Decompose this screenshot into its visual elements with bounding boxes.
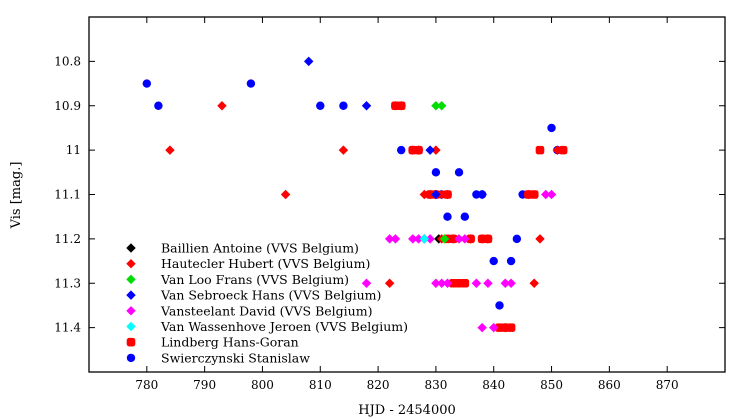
legend-marker [126, 337, 136, 347]
data-point [384, 278, 395, 288]
data-point [419, 234, 430, 244]
legend-entry: Vansteelant David (VVS Belgium) [126, 303, 372, 318]
data-point [454, 168, 464, 177]
data-point [495, 301, 504, 310]
data-point [460, 278, 470, 288]
legend-label: Lindberg Hans-Goran [161, 335, 299, 350]
x-tick-label: 830 [424, 378, 447, 392]
legend-marker [126, 243, 136, 253]
data-point [361, 278, 372, 288]
data-point [316, 101, 325, 110]
data-point [471, 278, 482, 288]
x-tick-label: 870 [656, 378, 679, 392]
x-tick-label: 790 [193, 378, 216, 392]
legend-entry: Lindberg Hans-Goran [126, 335, 299, 350]
data-point [439, 234, 450, 244]
data-point [338, 145, 349, 155]
y-tick-label: 11.1 [54, 188, 81, 202]
y-tick-label: 11.4 [54, 321, 81, 335]
data-point [512, 234, 522, 244]
data-points [142, 56, 568, 333]
x-axis-title: HJD - 2454000 [358, 403, 456, 418]
data-point [165, 145, 175, 155]
x-tick-label: 800 [251, 378, 274, 392]
y-tick-label: 10.8 [54, 54, 81, 68]
x-tick-label: 810 [309, 378, 332, 392]
legend-label: Baillien Antoine (VVS Belgium) [161, 241, 359, 256]
data-point [506, 278, 516, 288]
data-point [339, 101, 348, 110]
y-tick-label: 10.9 [54, 99, 81, 113]
y-axis-title: Vis [mag.] [9, 162, 24, 230]
data-point [477, 322, 487, 333]
legend: Baillien Antoine (VVS Belgium)Hautecler … [126, 241, 408, 365]
data-point [523, 189, 534, 200]
data-point [397, 145, 406, 155]
data-point [489, 256, 498, 266]
x-tick-label: 860 [598, 378, 621, 392]
data-point [361, 101, 372, 111]
data-point [535, 234, 545, 244]
data-point [217, 101, 227, 111]
data-point [529, 278, 539, 288]
data-point [552, 145, 563, 155]
legend-label: Van Loo Frans (VVS Belgium) [160, 272, 349, 287]
legend-marker [126, 274, 136, 285]
legend-entry: Swierczynski Stanislaw [126, 350, 310, 365]
x-tick-label: 820 [367, 378, 390, 392]
data-point [390, 234, 401, 244]
data-point [396, 101, 406, 111]
data-point [442, 189, 453, 200]
legend-label: Van Wassenhove Jeroen (VVS Belgium) [160, 319, 408, 334]
data-point [431, 168, 441, 177]
legend-marker [126, 306, 136, 316]
data-point [535, 145, 545, 155]
legend-label: Hautecler Hubert (VVS Belgium) [161, 256, 370, 271]
data-point [280, 189, 291, 200]
legend-marker [126, 321, 136, 332]
legend-entry: Hautecler Hubert (VVS Belgium) [126, 256, 370, 271]
data-point [460, 212, 470, 221]
data-point [477, 189, 487, 200]
y-tick-label: 11.3 [54, 276, 81, 290]
legend-label: Swierczynski Stanislaw [161, 350, 310, 365]
data-point [425, 145, 435, 155]
legend-marker [126, 290, 136, 300]
legend-label: Van Sebroeck Hans (VVS Belgium) [160, 288, 381, 303]
data-point [413, 145, 424, 155]
data-point [460, 234, 470, 244]
legend-entry: Van Loo Frans (VVS Belgium) [126, 272, 349, 287]
data-point [154, 101, 163, 110]
y-tick-label: 11.2 [54, 232, 81, 246]
y-tick-label: 11 [66, 143, 81, 157]
axis-ticks: 780 790 800 810 820 830 840 850 860 870 10.8 10.9 11… [54, 17, 725, 392]
data-point [436, 101, 447, 111]
legend-label: Vansteelant David (VVS Belgium) [160, 303, 372, 318]
legend-marker [126, 353, 136, 363]
data-point [547, 123, 556, 133]
x-tick-label: 780 [135, 378, 158, 392]
legend-marker [126, 258, 136, 269]
legend-entry: Van Wassenhove Jeroen (VVS Belgium) [126, 319, 408, 334]
data-point [489, 322, 499, 333]
x-tick-label: 850 [540, 378, 563, 392]
data-point [303, 56, 314, 67]
data-point [546, 189, 557, 200]
data-point [506, 256, 516, 266]
data-point [500, 322, 511, 333]
data-point [246, 79, 256, 88]
legend-entry: Baillien Antoine (VVS Belgium) [126, 241, 359, 256]
data-point [142, 79, 152, 88]
data-point [443, 212, 452, 221]
data-point [483, 278, 493, 288]
data-point [442, 278, 453, 288]
data-point [431, 189, 441, 200]
legend-entry: Van Sebroeck Hans (VVS Belgium) [126, 288, 381, 303]
data-point [483, 234, 493, 244]
x-tick-label: 840 [482, 378, 505, 392]
